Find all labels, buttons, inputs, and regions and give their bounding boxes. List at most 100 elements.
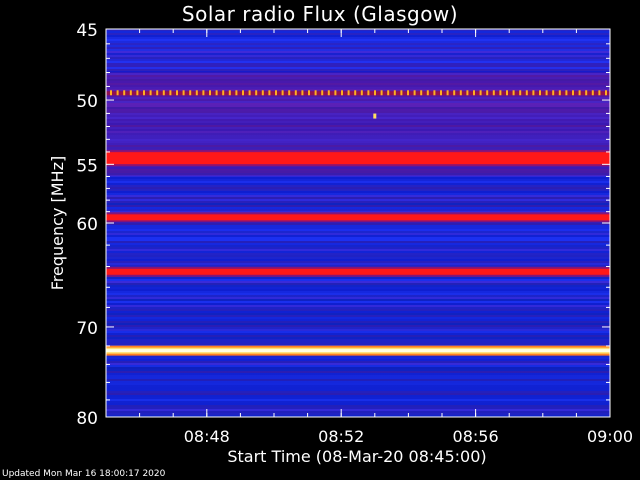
spectrogram-row bbox=[106, 29, 610, 31]
spectrogram-row bbox=[106, 145, 610, 147]
spectrogram-row bbox=[106, 207, 610, 209]
spectrogram-row bbox=[106, 281, 610, 283]
band-dash bbox=[129, 90, 132, 96]
band-dash bbox=[479, 90, 482, 96]
spectrogram-row bbox=[106, 249, 610, 251]
spectrogram-row bbox=[106, 335, 610, 337]
band-dash bbox=[235, 90, 238, 96]
spectrogram-row bbox=[106, 409, 610, 411]
band-dash bbox=[486, 90, 489, 96]
spectrogram-row bbox=[106, 125, 610, 127]
chart-title: Solar radio Flux (Glasgow) bbox=[181, 2, 459, 26]
x-tick-label: 08:52 bbox=[318, 427, 364, 446]
spectrogram-row bbox=[106, 143, 610, 145]
spectrogram-row bbox=[106, 395, 610, 397]
band-dash bbox=[156, 90, 159, 96]
spectrogram-row bbox=[106, 235, 610, 237]
spectrogram-row bbox=[106, 111, 610, 113]
band-dash bbox=[420, 90, 423, 96]
spectrogram-row bbox=[106, 51, 610, 53]
spectrogram-row bbox=[106, 59, 610, 61]
spectrogram-row bbox=[106, 239, 610, 241]
spectrogram-row bbox=[106, 233, 610, 235]
band-dash bbox=[255, 90, 258, 96]
band-dash bbox=[288, 90, 291, 96]
y-tick-label: 70 bbox=[76, 319, 98, 339]
y-tick-label: 60 bbox=[76, 215, 98, 235]
band-dash bbox=[222, 90, 225, 96]
spectrogram-row bbox=[106, 265, 610, 267]
spectrogram-row bbox=[106, 369, 610, 371]
band-dash bbox=[327, 90, 330, 96]
spectrogram-row bbox=[106, 95, 610, 97]
spectrogram-row bbox=[106, 285, 610, 287]
spectrogram-row bbox=[106, 35, 610, 37]
band-dash bbox=[195, 90, 198, 96]
spectrogram-row bbox=[106, 135, 610, 137]
spectrogram-row bbox=[106, 107, 610, 109]
spectrogram-row bbox=[106, 371, 610, 373]
spectrogram-row bbox=[106, 83, 610, 85]
spectrogram-row bbox=[106, 327, 610, 329]
band-dash bbox=[492, 90, 495, 96]
spectrogram-row bbox=[106, 41, 610, 43]
band-dash bbox=[380, 90, 383, 96]
band-dash bbox=[407, 90, 409, 96]
spectrogram-row bbox=[106, 185, 610, 187]
spectrogram-row bbox=[106, 45, 610, 47]
spectrogram-row bbox=[106, 309, 610, 311]
spectrogram-row bbox=[106, 77, 610, 79]
spectrogram-row bbox=[106, 343, 610, 345]
spectrogram-row bbox=[106, 43, 610, 45]
spectrogram-row bbox=[106, 205, 610, 207]
spectrogram-row bbox=[106, 319, 610, 321]
spectrogram-row bbox=[106, 137, 610, 139]
spectrogram-row bbox=[106, 117, 610, 119]
band-dash bbox=[281, 90, 284, 96]
spectrogram-spot bbox=[373, 113, 377, 119]
band-dash bbox=[591, 90, 594, 96]
spectrogram-row bbox=[106, 331, 610, 333]
spectrogram-row bbox=[106, 81, 610, 83]
y-tick-label: 50 bbox=[76, 92, 98, 112]
x-tick-label: 08:56 bbox=[453, 427, 499, 446]
spectrogram-row bbox=[106, 401, 610, 403]
spectrogram-row bbox=[106, 147, 610, 149]
spectrogram-row bbox=[106, 183, 610, 185]
spectrogram-spots bbox=[373, 113, 377, 119]
spectrogram-row bbox=[106, 307, 610, 309]
spectrogram-row bbox=[106, 49, 610, 51]
spectrogram-row bbox=[106, 413, 610, 415]
spectrogram-row bbox=[106, 119, 610, 121]
band-dash bbox=[558, 90, 561, 96]
spectrogram-row bbox=[106, 201, 610, 203]
spectrogram-row bbox=[106, 311, 610, 313]
band-dash bbox=[545, 90, 548, 96]
spectrogram-row bbox=[106, 373, 610, 375]
spectrogram-row bbox=[106, 277, 610, 279]
spectrogram-row bbox=[106, 229, 610, 231]
spectrogram-row bbox=[106, 251, 610, 253]
spectrogram-row bbox=[106, 411, 610, 413]
band-dash bbox=[440, 90, 442, 96]
updated-timestamp: Updated Mon Mar 16 18:00:17 2020 bbox=[2, 469, 166, 479]
spectrogram-row bbox=[106, 295, 610, 297]
spectrogram-row bbox=[106, 261, 610, 263]
spectrogram-row bbox=[106, 55, 610, 57]
spectrogram-row bbox=[106, 193, 610, 195]
band-dash bbox=[433, 90, 436, 96]
spectrogram-row bbox=[106, 305, 610, 307]
band-dash bbox=[499, 90, 502, 96]
spectrogram-row bbox=[106, 375, 610, 377]
band-dash bbox=[268, 90, 271, 96]
band-dash bbox=[354, 90, 357, 96]
spectrogram-row bbox=[106, 97, 610, 99]
band-dashes bbox=[106, 90, 610, 96]
spectrogram-row bbox=[106, 399, 610, 401]
spectrogram-row bbox=[106, 197, 610, 199]
spectrogram-row bbox=[106, 241, 610, 243]
spectrogram-row bbox=[106, 337, 610, 339]
spectrogram-row bbox=[106, 223, 610, 225]
band-dash bbox=[400, 90, 403, 96]
band-dash bbox=[446, 90, 449, 96]
